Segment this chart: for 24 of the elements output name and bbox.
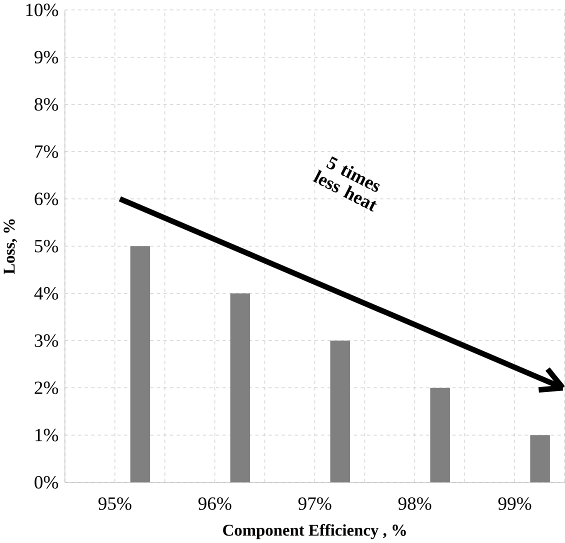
y-tick-label: 2%	[34, 382, 58, 394]
y-tick-label: 5%	[35, 240, 58, 253]
y-tick-label: 4%	[34, 287, 58, 300]
y-axis-title: Loss, %	[4, 220, 18, 274]
x-tick-label: 96%	[198, 497, 232, 510]
x-tick-label: 98%	[398, 497, 432, 510]
y-tick-label: 10%	[26, 4, 58, 16]
bar	[530, 435, 550, 482]
y-tick-label: 9%	[34, 50, 58, 64]
bar	[430, 388, 450, 482]
y-tick-label: 0%	[34, 476, 58, 489]
x-axis-title: Component Efficiency , %	[223, 524, 406, 540]
x-tick-label: 95%	[98, 497, 132, 510]
x-tick-label: 97%	[298, 497, 332, 510]
bar	[230, 293, 250, 482]
y-tick-label: 6%	[34, 192, 58, 206]
y-tick-label: 8%	[34, 98, 58, 111]
y-tick-label: 1%	[36, 428, 58, 442]
bar	[130, 246, 150, 482]
annotation: 5 times less heat	[312, 156, 380, 212]
y-tick-label: 7%	[35, 145, 58, 158]
bar	[330, 340, 350, 482]
x-tick-label: 99%	[498, 497, 532, 510]
y-tick-label: 3%	[34, 334, 58, 348]
